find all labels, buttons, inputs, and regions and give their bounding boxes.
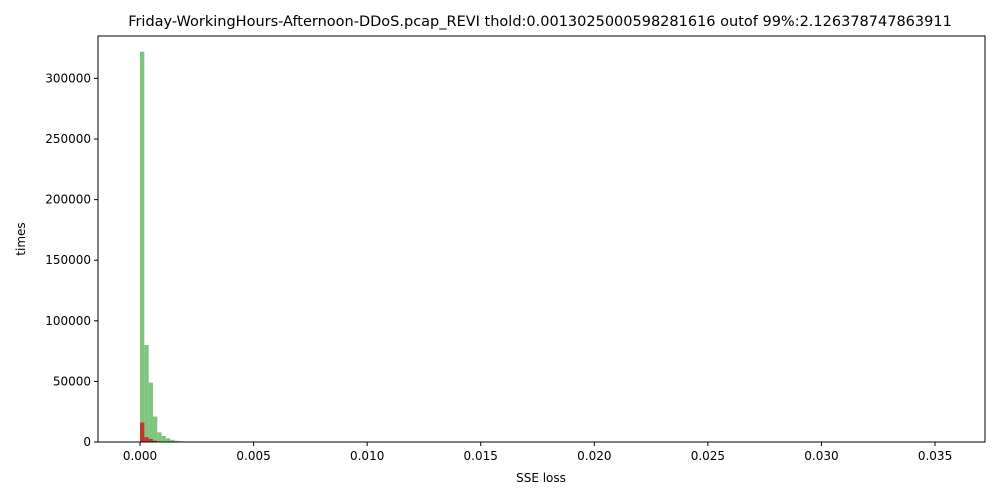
x-axis-label: SSE loss [516,471,566,485]
x-tick-label: 0.015 [464,449,498,463]
histogram-bar-s1-0 [140,422,145,442]
y-tick-label: 200000 [45,193,91,207]
histogram-bars [140,51,192,442]
histogram-bar-s1-3 [152,440,158,442]
histogram-bar-s0-7 [170,439,175,442]
chart-title: Friday-WorkingHours-Afternoon-DDoS.pcap_… [128,14,952,30]
histogram-bar-s0-5 [161,435,166,442]
y-tick-label: 100000 [45,314,91,328]
y-tick-label: 0 [83,435,91,449]
x-tick-label: 0.035 [918,449,952,463]
y-tick-label: 300000 [45,71,91,85]
x-axis-ticks: 0.000 0.005 0.010 0.015 0.020 0.025 0.030 0.035 [123,442,952,463]
y-axis-ticks: 0 50000 100000 150000 200000 250000 300000 [45,71,98,449]
histogram-bar-s0-4 [157,432,162,442]
histogram-bar-s0-2 [148,382,153,442]
x-tick-label: 0.010 [350,449,384,463]
x-tick-label: 0.000 [123,449,157,463]
x-tick-label: 0.025 [691,449,725,463]
histogram-bar-s0-1 [144,345,149,442]
histogram-bar-s1-2 [148,438,153,442]
x-tick-label: 0.005 [236,449,270,463]
histogram-bar-s0-0 [140,51,145,442]
y-tick-label: 150000 [45,253,91,267]
histogram-bar-s0-3 [152,416,158,442]
histogram-bar-s1-1 [144,437,149,442]
histogram-bar-s0-8 [174,440,179,442]
y-tick-label: 50000 [53,374,91,388]
histogram-bar-s0-6 [165,438,171,442]
x-tick-label: 0.030 [804,449,838,463]
y-tick-label: 250000 [45,132,91,146]
x-tick-label: 0.020 [577,449,611,463]
y-axis-label: times [14,222,28,255]
plot-frame [97,35,986,443]
